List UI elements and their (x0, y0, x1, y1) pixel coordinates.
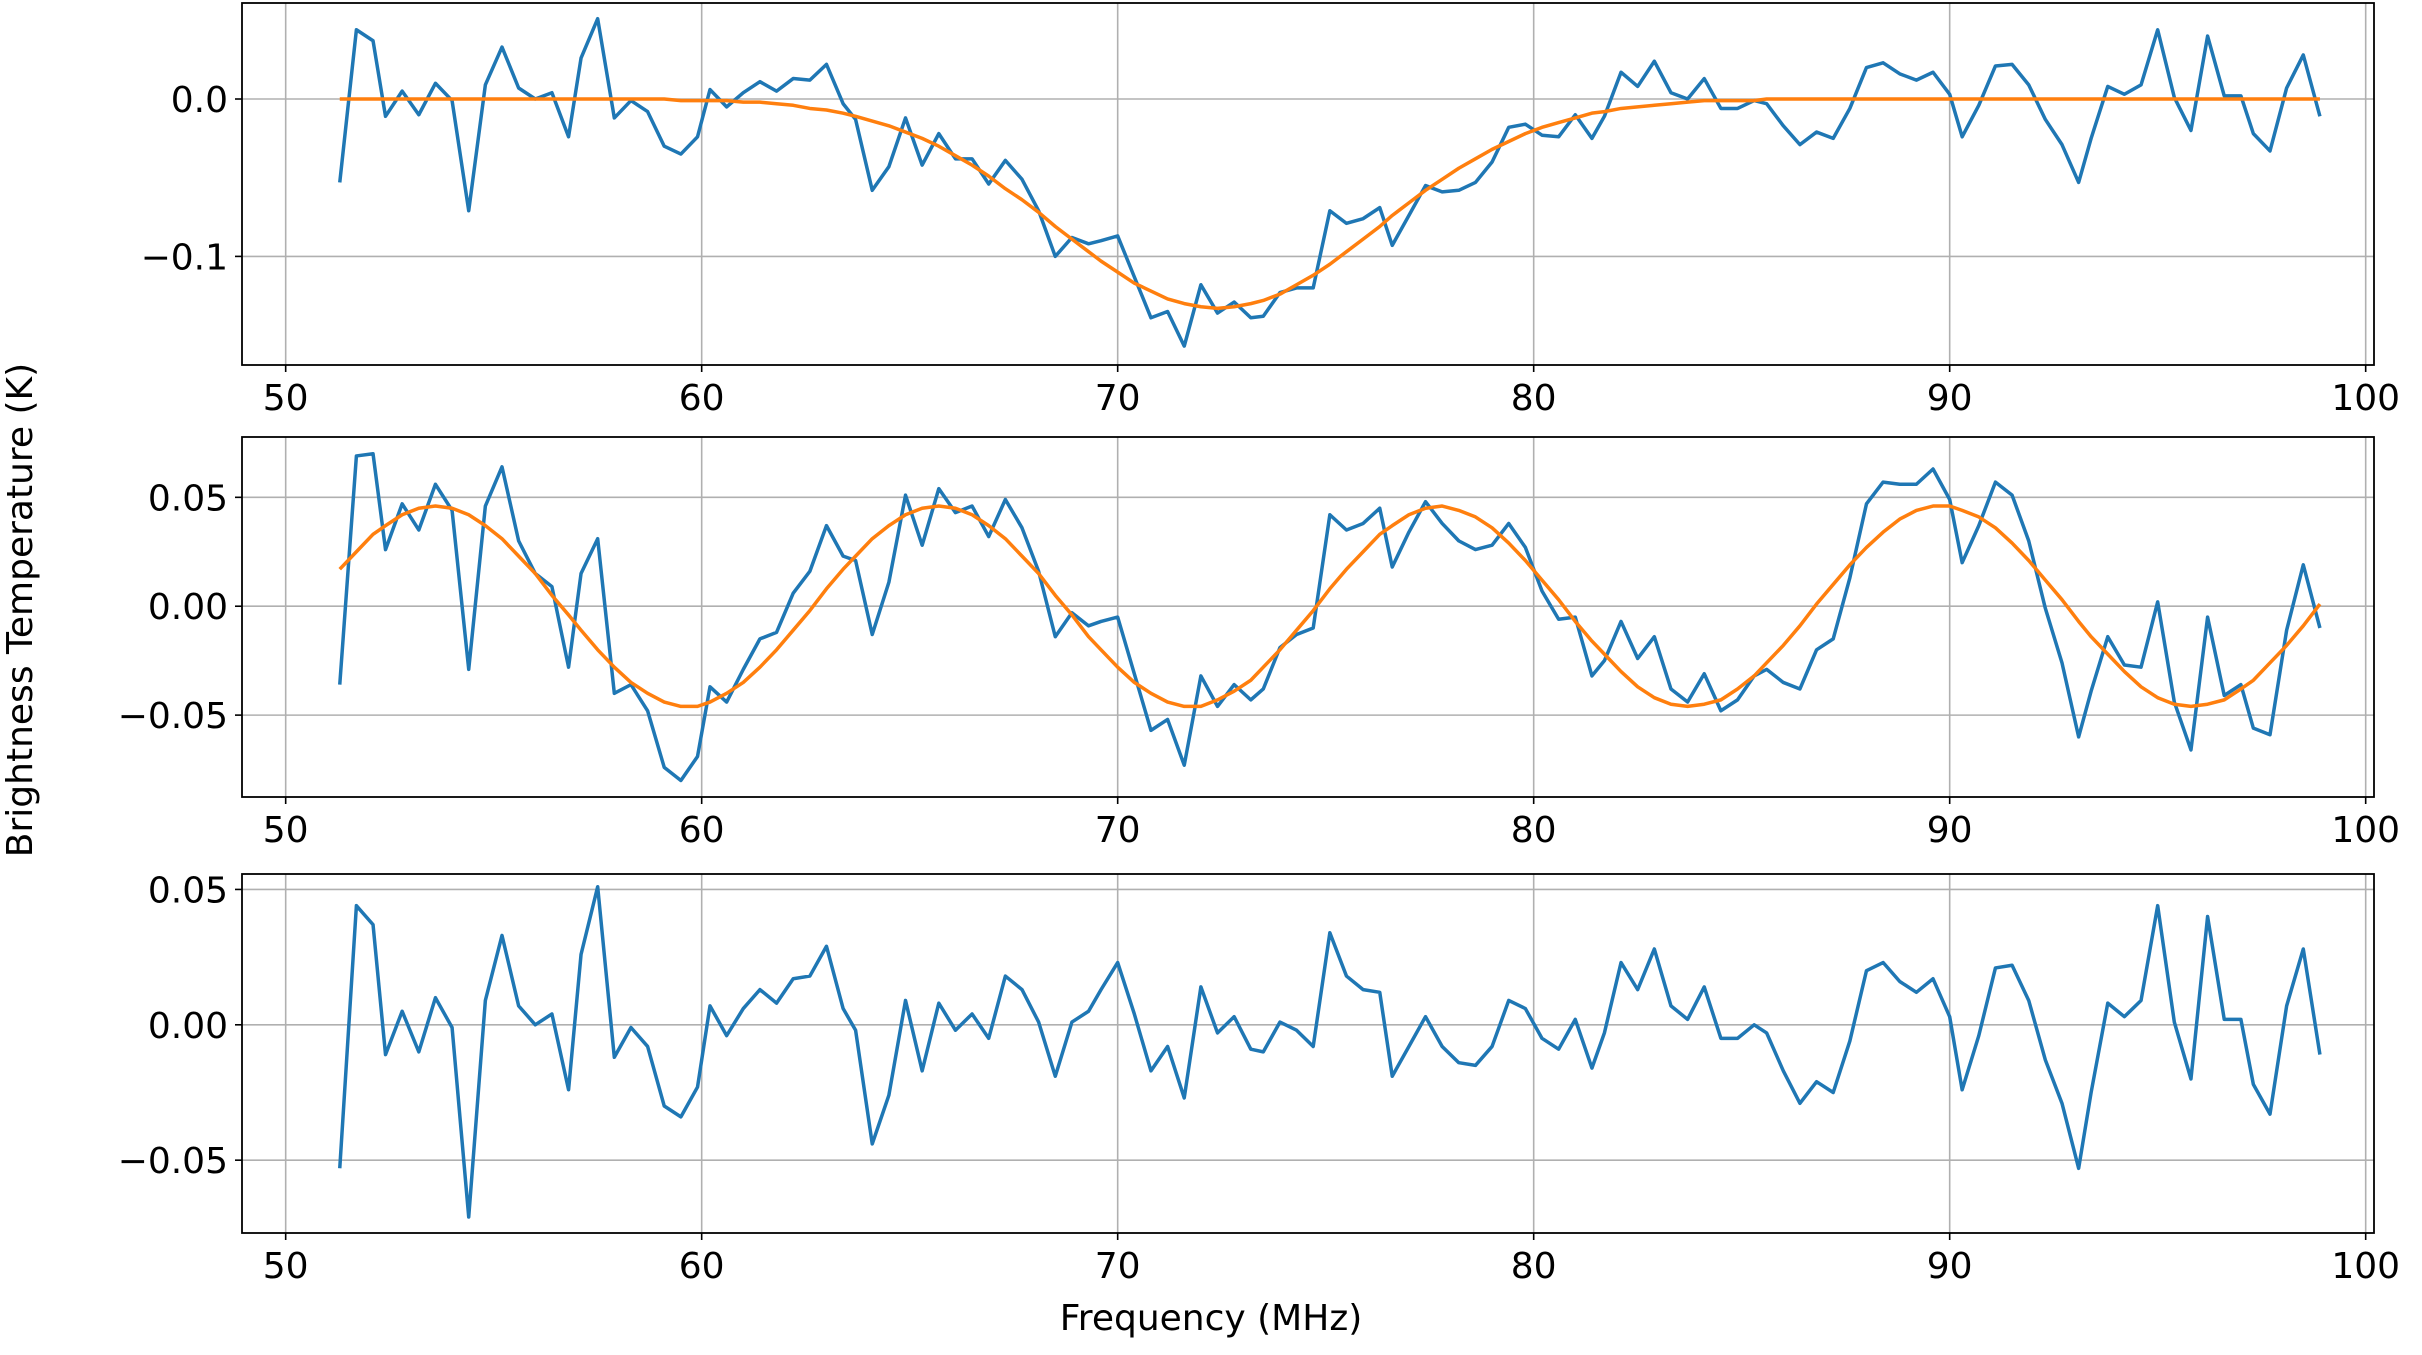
subplot: 50 60 70 80 90 100 −0.1 0.0 (141, 2, 2400, 419)
data-line (338, 504, 2322, 709)
x-tick-label: 90 (1927, 1246, 1973, 1287)
y-tick-label: −0.1 (141, 237, 228, 278)
axes-frame (241, 436, 2375, 798)
y-tick-label: 0.0 (171, 80, 228, 121)
y-axis-label: Brightness Temperature (K) (0, 363, 41, 857)
y-tick-label: −0.05 (118, 696, 228, 737)
x-tick-label: 100 (2331, 810, 2400, 851)
x-tick-label: 60 (679, 378, 725, 419)
data-line (338, 452, 2322, 783)
x-tick-label: 50 (263, 810, 309, 851)
x-tick-label: 100 (2331, 1246, 2400, 1287)
x-tick-label: 60 (679, 810, 725, 851)
plot-area (338, 16, 2322, 348)
y-tick-label: 0.00 (148, 1006, 228, 1047)
x-tick-label: 70 (1095, 378, 1141, 419)
x-tick-label: 70 (1095, 1246, 1141, 1287)
data-line (338, 16, 2322, 348)
axes-frame (241, 2, 2375, 366)
y-tick-label: 0.00 (148, 587, 228, 628)
y-tick-label: 0.05 (148, 478, 228, 519)
plot-area (338, 452, 2322, 783)
x-tick-label: 90 (1927, 810, 1973, 851)
x-tick-label: 50 (263, 378, 309, 419)
x-tick-label: 80 (1511, 378, 1557, 419)
data-line (339, 97, 2320, 311)
x-tick-label: 70 (1095, 810, 1141, 851)
y-tick-label: 0.05 (148, 870, 228, 911)
x-axis-label: Frequency (MHz) (1060, 1298, 1363, 1339)
axes-frame (241, 873, 2375, 1234)
x-tick-label: 80 (1511, 1246, 1557, 1287)
y-tick-label: −0.05 (118, 1141, 228, 1182)
data-line (338, 884, 2322, 1219)
x-tick-label: 100 (2331, 378, 2400, 419)
subplot: 50 60 70 80 90 100 −0.05 0.00 0.05 (118, 870, 2400, 1287)
x-tick-label: 80 (1511, 810, 1557, 851)
subplot: 50 60 70 80 90 100 −0.05 0.00 0.05 (118, 436, 2400, 851)
x-tick-label: 90 (1927, 378, 1973, 419)
x-tick-label: 50 (263, 1246, 309, 1287)
plot-area (338, 884, 2322, 1219)
x-tick-label: 60 (679, 1246, 725, 1287)
